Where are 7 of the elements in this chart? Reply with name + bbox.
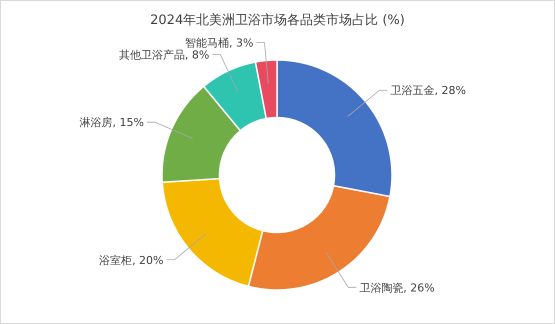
slice-label: 卫浴五金, 28% — [390, 84, 466, 98]
slice-label: 其他卫浴产品, 8% — [118, 48, 210, 62]
slice-label: 浴室柜, 20% — [99, 254, 164, 267]
chart-title: 2024年北美洲卫浴市场各品类市场占比 (%) — [150, 12, 405, 28]
slice-label: 智能马桶, 3% — [185, 36, 254, 50]
slice-label: 卫浴陶瓷, 26% — [359, 281, 435, 294]
slice-label: 淋浴房, 15% — [79, 116, 144, 130]
